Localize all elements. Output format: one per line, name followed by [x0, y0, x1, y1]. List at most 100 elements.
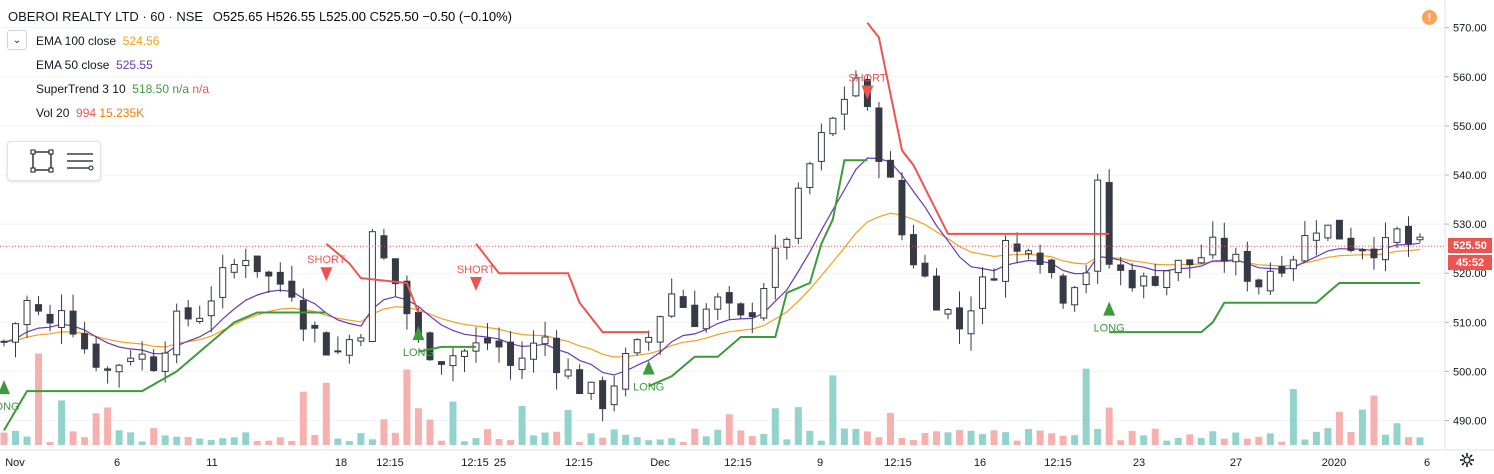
volume-bar — [679, 441, 687, 445]
candle-body — [345, 339, 353, 356]
short-arrow — [861, 85, 874, 100]
candle-body — [1404, 225, 1412, 245]
time-axis-label: 6 — [114, 457, 120, 469]
volume-bar — [173, 436, 181, 445]
candle-body — [1036, 252, 1044, 265]
volume-bar — [1266, 433, 1274, 445]
volume-bar — [1255, 436, 1263, 445]
volume-bar — [1071, 435, 1079, 445]
volume-bar — [760, 433, 768, 445]
volume-bar — [484, 429, 492, 445]
bar-countdown-tag: 45:52 — [1448, 255, 1492, 271]
volume-bar — [253, 441, 261, 445]
candle-body — [357, 337, 365, 342]
grid — [0, 27, 1445, 422]
volume-bar — [322, 382, 330, 445]
candle-body — [507, 341, 515, 366]
price-axis-label: 550.00 — [1453, 121, 1487, 133]
candle-body — [403, 280, 411, 315]
volume-bar — [230, 437, 238, 445]
volume-bar — [81, 437, 89, 445]
volume-bar — [1094, 428, 1102, 445]
candle-body — [288, 280, 296, 298]
chevron-down-icon: ⌄ — [12, 34, 22, 46]
volume-bar — [817, 440, 825, 445]
indicator-ema50[interactable]: EMA 50 close 525.55 — [36, 58, 153, 72]
volume-bar — [599, 437, 607, 445]
open-value: 525.65 — [222, 9, 263, 24]
symbol-title[interactable]: OBEROI REALTY LTD · 60 · NSE — [8, 9, 204, 24]
volume-bar — [311, 434, 319, 445]
long-label: LONG — [1094, 323, 1125, 335]
volume-bar — [1036, 430, 1044, 445]
time-axis-label: 6 — [1424, 457, 1430, 469]
alert-icon[interactable]: ! — [1422, 10, 1437, 25]
candle-body — [1358, 249, 1366, 252]
countdown-label: 45:52 — [1455, 256, 1485, 269]
price-axis-label: 570.00 — [1453, 23, 1487, 35]
long-label: LONG — [403, 347, 434, 359]
candle-body — [886, 159, 894, 178]
volume-bar — [1105, 407, 1113, 445]
indicator-volume[interactable]: Vol 20 994 15.235K — [36, 106, 144, 120]
gear-icon[interactable] — [1459, 452, 1475, 468]
candle-body — [714, 296, 722, 310]
volume-bar — [207, 439, 215, 445]
candle-body — [1059, 275, 1067, 304]
volume-bar — [1220, 438, 1228, 445]
rectangle-tool-button[interactable] — [25, 146, 59, 176]
time-axis-label: 16 — [974, 457, 986, 469]
volume-bar — [1335, 411, 1343, 445]
indicator-ema100[interactable]: EMA 100 close 524.56 — [36, 34, 159, 48]
candle-body — [1071, 287, 1079, 306]
time-axis-label: Dec — [650, 457, 670, 469]
candle-body — [196, 317, 204, 322]
indicator-supertrend[interactable]: SuperTrend 3 10 518.50 n/a n/a — [36, 82, 209, 96]
volume-bar — [852, 428, 860, 445]
legend-collapse-button[interactable]: ⌄ — [7, 30, 27, 50]
candle-body — [979, 276, 987, 309]
drawing-list-button[interactable] — [63, 146, 97, 176]
candle-body — [1335, 219, 1343, 240]
volume-bar — [426, 419, 434, 445]
volume-bar — [35, 353, 43, 445]
candle-body — [587, 381, 595, 394]
candle-body — [81, 333, 89, 350]
volume-bar — [288, 440, 296, 445]
candle-body — [852, 77, 860, 97]
candle-body — [840, 98, 848, 115]
volume-bar — [1301, 439, 1309, 445]
long-label: LONG — [0, 401, 20, 413]
volume-bar — [806, 430, 814, 445]
volume-bar — [138, 441, 146, 445]
candle-body — [760, 288, 768, 319]
candle-body — [725, 292, 733, 304]
candle-body — [990, 278, 998, 281]
candle-body — [150, 356, 158, 372]
price-axis-label: 520.00 — [1453, 268, 1487, 280]
candle-body — [633, 339, 641, 354]
last-price-tag: 525.50 — [1448, 238, 1492, 254]
indicator-name: EMA 100 close — [36, 34, 117, 48]
supertrend-up-line — [3, 311, 327, 431]
time-axis-label: 23 — [1133, 457, 1145, 469]
candle-body — [138, 353, 146, 360]
volume-bar — [58, 400, 66, 445]
indicator-value: 518.50 — [132, 82, 169, 96]
long-arrow — [0, 380, 10, 395]
volume-bar — [380, 419, 388, 445]
volume-bar — [196, 438, 204, 445]
time-axis: Nov 6 11 12:15 18 12:15 25 12:15 Dec 12:15 9 12:15 1… — [5, 457, 1430, 469]
candle-body — [679, 296, 687, 308]
rectangle-icon — [30, 149, 54, 173]
candle-body — [449, 355, 457, 367]
candle-body — [553, 337, 561, 374]
candle-body — [898, 179, 906, 236]
volume-bar — [967, 430, 975, 445]
candle-body — [426, 332, 434, 361]
candle-body — [230, 263, 238, 273]
candle-body — [1289, 259, 1297, 270]
candle-body — [956, 307, 964, 330]
candle-body — [1370, 248, 1378, 259]
